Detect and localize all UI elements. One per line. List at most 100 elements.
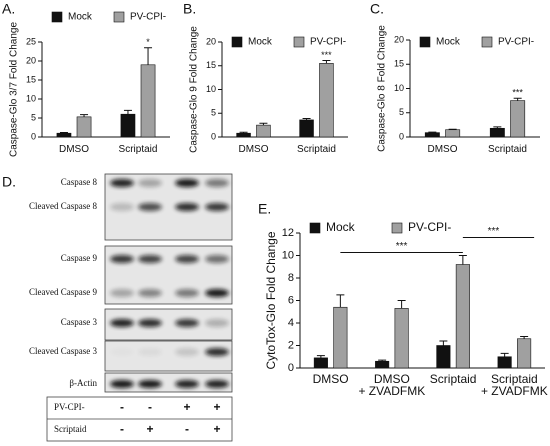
y-tick-label: 20	[206, 36, 216, 46]
x-tick-label: DMSO	[239, 144, 269, 155]
bar	[445, 129, 461, 138]
legend-label: Mock	[248, 37, 273, 48]
y-tick-label: 0	[399, 131, 404, 141]
band	[175, 348, 199, 356]
y-tick-label: 20	[26, 55, 36, 65]
band	[138, 255, 162, 263]
band	[110, 348, 134, 356]
significance: ***	[512, 88, 523, 98]
bar	[497, 356, 512, 369]
error-bar	[259, 122, 268, 126]
blot-frame	[104, 372, 233, 393]
band	[138, 319, 162, 327]
legend-label: Mock	[326, 220, 356, 234]
legend-label: PV-CPI-	[498, 37, 534, 48]
legend-label: PV-CPI-	[310, 37, 346, 48]
y-tick-label: 8	[288, 272, 294, 284]
y-tick-label: 0	[31, 131, 36, 141]
y-tick-label: 15	[206, 60, 216, 70]
band-label: Cleaved Caspase 3	[29, 346, 97, 356]
error-bar	[336, 294, 345, 308]
panel-label: D.	[2, 174, 16, 190]
bar	[510, 100, 526, 138]
bar	[333, 306, 348, 369]
bar	[436, 345, 451, 369]
x-tick-line: Scriptaid	[297, 144, 336, 155]
band-label: Caspase 3	[61, 317, 98, 327]
panel-label: B.	[183, 1, 196, 17]
error-bar	[513, 97, 522, 101]
x-tick-label: DMSO	[428, 144, 458, 155]
band	[138, 203, 162, 211]
y-tick-label: 10	[206, 84, 216, 94]
error-bar	[520, 336, 529, 339]
panel-label: E.	[258, 201, 271, 217]
condition-sign: -	[148, 400, 152, 414]
x-tick-label: Scriptaid	[119, 144, 158, 155]
band	[175, 255, 199, 263]
y-tick-label: 15	[26, 74, 36, 84]
x-tick-label: Scriptaid	[430, 372, 477, 386]
band	[175, 380, 199, 388]
blot-frame	[104, 340, 233, 372]
y-tick-label: 0	[211, 131, 216, 141]
y-tick-label: 0	[288, 362, 294, 374]
bar	[489, 127, 505, 138]
band	[205, 319, 229, 327]
bar	[424, 132, 440, 138]
x-tick-line: + ZVADFMK	[481, 384, 548, 398]
band	[175, 289, 199, 297]
y-axis-label: CytoTox-Glo Fold Change	[264, 231, 278, 369]
x-tick-line: DMSO	[374, 372, 410, 386]
y-tick-label: 10	[26, 93, 36, 103]
x-tick-line: DMSO	[59, 144, 89, 155]
x-tick-line: DMSO	[239, 144, 269, 155]
error-bar	[239, 131, 248, 134]
x-tick-line: Scriptaid	[488, 144, 527, 155]
y-axis-label: Caspase-Glo 3/7 Fold Change	[9, 22, 20, 158]
error-bar	[322, 60, 331, 64]
band	[205, 179, 229, 187]
band	[110, 203, 134, 211]
band	[138, 348, 162, 356]
significance: ***	[396, 241, 408, 252]
condition-sign: +	[213, 400, 220, 414]
legend-swatch	[293, 36, 305, 48]
y-tick-label: 5	[211, 108, 216, 118]
y-tick-label: 4	[288, 317, 294, 329]
panel-label: C.	[370, 1, 384, 17]
y-tick-label: 5	[399, 107, 404, 117]
band	[138, 179, 162, 187]
legend-label: PV-CPI-	[130, 12, 166, 23]
x-tick-label: DMSO + ZVADFMK	[358, 372, 425, 398]
error-bar	[302, 117, 311, 120]
error-bar	[458, 255, 467, 265]
band	[175, 319, 199, 327]
x-tick-label: DMSO	[313, 372, 349, 386]
band	[110, 179, 134, 187]
legend-label: PV-CPI-	[408, 220, 451, 234]
y-tick-label: 25	[26, 36, 36, 46]
error-bar	[378, 359, 387, 362]
significance: *	[146, 37, 150, 47]
y-tick-label: 10	[282, 249, 294, 261]
band	[110, 289, 134, 297]
band	[110, 380, 134, 388]
y-tick-label: 12	[282, 227, 294, 239]
x-tick-label: Scriptaid	[488, 144, 527, 155]
legend-swatch	[309, 222, 321, 234]
x-tick-label: DMSO	[59, 144, 89, 155]
band	[110, 255, 134, 263]
legend-swatch	[419, 36, 431, 48]
band-label: Cleaved Caspase 8	[29, 201, 97, 211]
condition-sign: +	[146, 422, 153, 436]
bar	[299, 119, 314, 138]
legend-swatch	[481, 36, 493, 48]
band-label: β-Actin	[69, 378, 97, 388]
x-tick-line: Scriptaid	[119, 144, 158, 155]
bar	[120, 113, 136, 138]
band-label: Caspase 9	[61, 253, 98, 263]
bar	[56, 132, 72, 138]
bar	[517, 338, 532, 369]
bar	[236, 132, 251, 138]
